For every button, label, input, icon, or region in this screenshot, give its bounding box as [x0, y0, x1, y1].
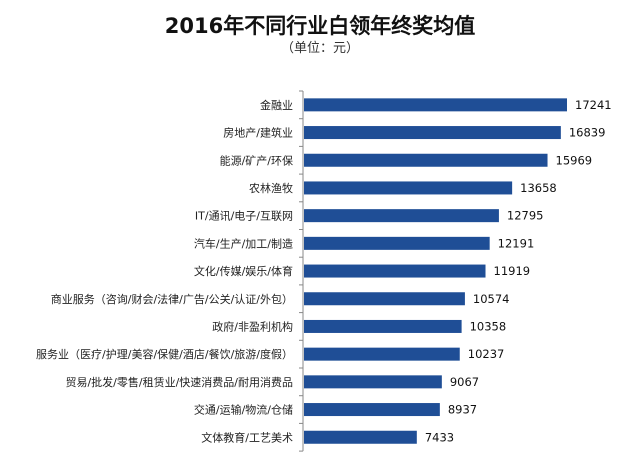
bar — [304, 126, 561, 140]
data-label: 8937 — [448, 403, 477, 417]
bar — [304, 236, 490, 250]
data-label: 15969 — [556, 153, 593, 167]
data-label: 7433 — [425, 430, 454, 444]
bar — [304, 181, 513, 195]
bar — [304, 209, 499, 223]
data-label: 10358 — [470, 319, 507, 333]
category-label: 服务业（医疗/护理/美容/保健/酒店/餐饮/旅游/度假） — [36, 347, 293, 361]
category-label: 汽车/生产/加工/制造 — [194, 236, 293, 250]
bar — [304, 319, 462, 333]
bar — [304, 430, 417, 444]
data-label: 12191 — [498, 236, 535, 250]
category-label: IT/通讯/电子/互联网 — [195, 210, 293, 223]
category-label: 文化/传媒/娱乐/体育 — [194, 264, 293, 278]
bar — [304, 347, 460, 361]
category-label: 农林渔牧 — [249, 181, 293, 195]
data-label: 11919 — [494, 264, 531, 278]
category-label: 房地产/建筑业 — [223, 126, 293, 140]
category-label: 金融业 — [260, 98, 293, 112]
bar — [304, 403, 440, 417]
bar — [304, 98, 567, 112]
data-label: 10574 — [473, 292, 510, 306]
category-label: 政府/非盈利机构 — [212, 319, 293, 333]
data-label: 16839 — [569, 126, 606, 140]
data-label: 9067 — [450, 375, 479, 389]
category-label: 文体教育/工艺美术 — [201, 430, 293, 444]
chart-title: 2016年不同行业白领年终奖均值 — [164, 14, 476, 38]
category-label: 贸易/批发/零售/租赁业/快速消费品/耐用消费品 — [65, 375, 293, 389]
data-label: 10237 — [468, 347, 505, 361]
category-label: 交通/运输/物流/仓储 — [194, 403, 293, 417]
bar — [304, 153, 548, 167]
bar — [304, 264, 486, 278]
data-label: 12795 — [507, 209, 544, 223]
chart-subtitle: （单位：元） — [280, 41, 359, 56]
bar — [304, 375, 442, 389]
data-label: 17241 — [575, 98, 612, 112]
category-label: 商业服务（咨询/财会/法律/广告/公关/认证/外包） — [51, 292, 293, 306]
category-label: 能源/矿产/环保 — [220, 153, 293, 167]
bar — [304, 292, 465, 306]
data-label: 13658 — [520, 181, 557, 195]
